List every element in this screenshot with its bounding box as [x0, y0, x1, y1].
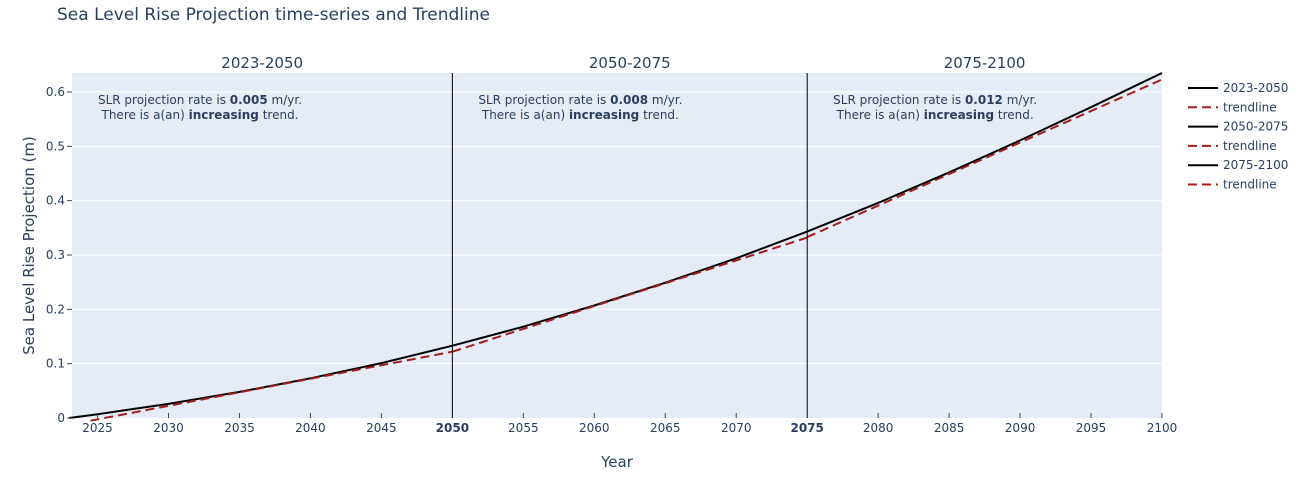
y-tick-label: 0	[57, 411, 65, 425]
grid-lines	[72, 91, 1162, 365]
y-tick-label: 0.2	[46, 302, 65, 316]
x-tick-label: 2030	[153, 421, 184, 435]
series-group	[69, 72, 1163, 422]
x-tick-label: 2070	[721, 421, 752, 435]
x-axis-title: Year	[600, 453, 634, 471]
legend-item[interactable]: 2075-2100	[1188, 158, 1288, 172]
x-tick-label: 2065	[650, 421, 681, 435]
annotations: SLR projection rate is 0.005 m/yr.There …	[98, 93, 1037, 122]
legend-label: trendline	[1223, 139, 1277, 153]
x-tick-label: 2040	[295, 421, 326, 435]
subplot-title: 2050-2075	[589, 54, 671, 72]
series-line-4	[806, 72, 1163, 233]
annotation-rate: SLR projection rate is 0.005 m/yr.	[98, 93, 302, 107]
x-tick-label: 2025	[82, 421, 113, 435]
subplot-title: 2075-2100	[944, 54, 1026, 72]
x-tick-label: 2075	[790, 421, 823, 435]
annotation-rate: SLR projection rate is 0.012 m/yr.	[833, 93, 1037, 107]
x-tick-label: 2035	[224, 421, 255, 435]
x-tick-label: 2080	[863, 421, 894, 435]
trendline-5	[806, 78, 1163, 239]
annotation-rate: SLR projection rate is 0.008 m/yr.	[478, 93, 682, 107]
legend-label: 2050-2075	[1223, 120, 1288, 134]
legend-item[interactable]: 2023-2050	[1188, 81, 1288, 95]
x-tick-label: 2100	[1147, 421, 1178, 435]
plot-background	[72, 73, 1162, 418]
legend-item[interactable]: 2050-2075	[1188, 120, 1288, 134]
legend-label: trendline	[1223, 178, 1277, 192]
trendline-3	[452, 236, 808, 353]
y-axis-title: Sea Level Rise Projection (m)	[20, 136, 38, 355]
x-tick-label: 2095	[1076, 421, 1107, 435]
x-tick-label: 2045	[366, 421, 397, 435]
legend[interactable]: 2023-2050 trendline 2050-2075 trendline 2075…	[1188, 81, 1288, 192]
x-tick-label: 2060	[579, 421, 610, 435]
subplot-title: 2023-2050	[221, 54, 303, 72]
x-axis-ticks: 2025 2030 2035 2040 2045 2050 2055 2060 2065 2070…	[82, 413, 1177, 435]
legend-label: trendline	[1223, 100, 1277, 114]
subplot-titles: 2023-2050 2050-2075 2075-2100	[221, 54, 1025, 72]
legend-label: 2023-2050	[1223, 81, 1288, 95]
annotation-trend: There is a(an) increasing trend.	[101, 108, 299, 122]
legend-item[interactable]: trendline	[1188, 139, 1277, 153]
x-tick-label: 2090	[1005, 421, 1036, 435]
legend-label: 2075-2100	[1223, 158, 1288, 172]
x-tick-label: 2055	[508, 421, 539, 435]
trendline-1	[90, 350, 453, 422]
legend-item[interactable]: trendline	[1188, 178, 1277, 192]
y-tick-label: 0.1	[46, 357, 65, 371]
annotation-trend: There is a(an) increasing trend.	[481, 108, 679, 122]
legend-item[interactable]: trendline	[1188, 100, 1277, 114]
x-tick-label: 2050	[436, 421, 469, 435]
segment-dividers	[451, 73, 808, 418]
chart-title: Sea Level Rise Projection time-series an…	[57, 5, 490, 25]
y-tick-label: 0.6	[46, 85, 65, 99]
x-tick-label: 2085	[934, 421, 965, 435]
y-axis-ticks: 0 0.1 0.2 0.3 0.4 0.5 0.6	[46, 85, 72, 425]
y-tick-label: 0.3	[46, 248, 65, 262]
annotation-trend: There is a(an) increasing trend.	[836, 108, 1034, 122]
y-tick-label: 0.4	[46, 194, 65, 208]
y-tick-label: 0.5	[46, 139, 65, 153]
